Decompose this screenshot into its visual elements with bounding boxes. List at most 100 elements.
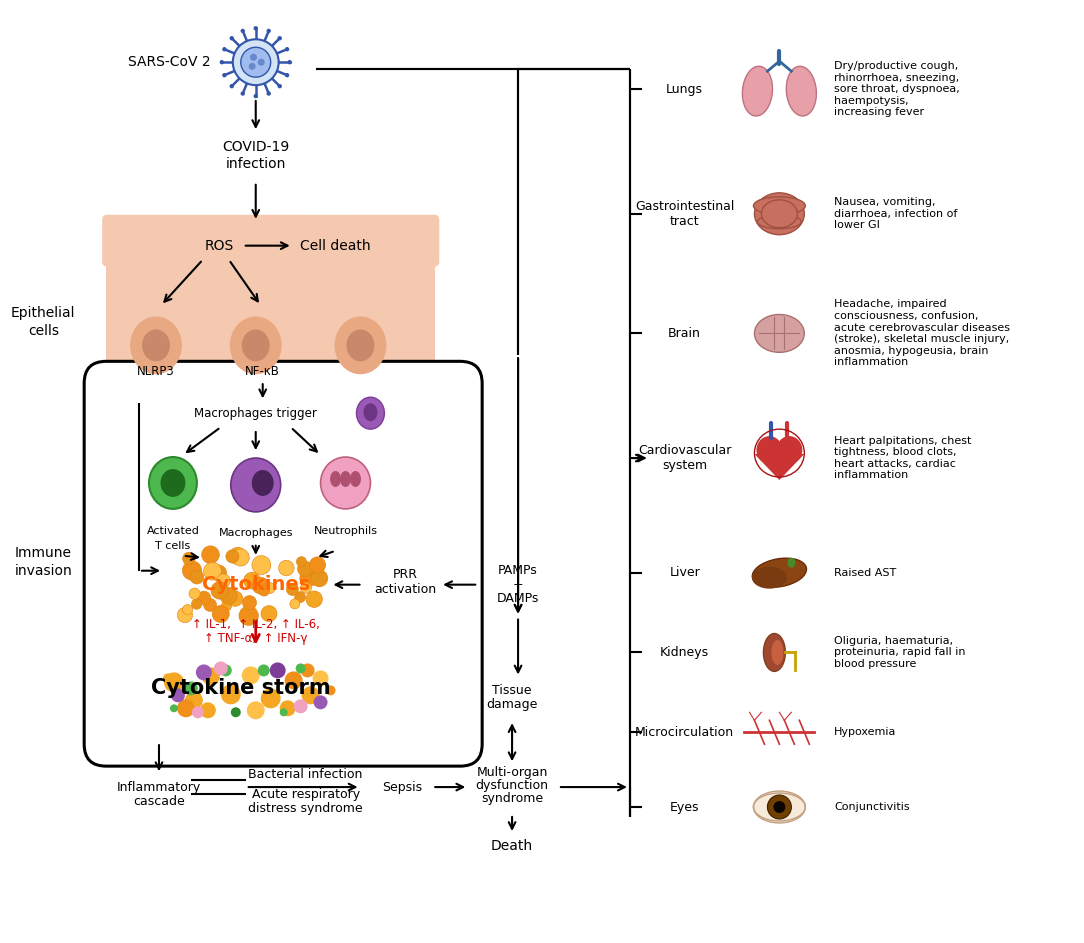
Circle shape xyxy=(196,665,211,681)
Circle shape xyxy=(189,588,201,599)
Circle shape xyxy=(221,685,241,704)
Ellipse shape xyxy=(761,200,798,227)
Text: Raised AST: Raised AST xyxy=(835,568,896,578)
Ellipse shape xyxy=(752,567,787,588)
Ellipse shape xyxy=(772,640,784,665)
Circle shape xyxy=(222,47,227,52)
Circle shape xyxy=(214,661,228,675)
Text: Gastrointestinal
tract: Gastrointestinal tract xyxy=(635,200,734,228)
Circle shape xyxy=(178,607,193,622)
Ellipse shape xyxy=(330,471,341,487)
Circle shape xyxy=(170,704,178,712)
Circle shape xyxy=(230,84,234,89)
Circle shape xyxy=(184,682,198,695)
Text: Bacterial infection: Bacterial infection xyxy=(248,768,363,781)
Ellipse shape xyxy=(754,192,804,235)
Text: syndrome: syndrome xyxy=(481,791,543,804)
Circle shape xyxy=(182,553,195,565)
Bar xyxy=(106,258,436,393)
Text: Activated: Activated xyxy=(146,526,199,536)
Circle shape xyxy=(300,570,317,587)
Circle shape xyxy=(238,606,258,625)
Text: COVID-19: COVID-19 xyxy=(222,140,289,154)
Circle shape xyxy=(220,60,224,64)
Ellipse shape xyxy=(160,469,185,497)
Circle shape xyxy=(182,604,193,615)
Text: activation: activation xyxy=(374,583,437,596)
Circle shape xyxy=(228,591,243,606)
Ellipse shape xyxy=(763,634,786,671)
Circle shape xyxy=(300,664,314,677)
Circle shape xyxy=(221,601,232,611)
FancyBboxPatch shape xyxy=(102,215,128,267)
FancyBboxPatch shape xyxy=(176,215,202,267)
Ellipse shape xyxy=(142,329,170,361)
Circle shape xyxy=(247,702,264,720)
Circle shape xyxy=(767,795,791,819)
Text: Liver: Liver xyxy=(669,566,700,579)
Circle shape xyxy=(301,687,320,704)
Circle shape xyxy=(259,586,270,596)
FancyBboxPatch shape xyxy=(395,215,421,267)
Text: NF-κB: NF-κB xyxy=(245,365,280,378)
Text: Tissue: Tissue xyxy=(492,684,532,697)
Circle shape xyxy=(225,550,238,563)
Text: ↑ TNF-α,  ↑ IFN-γ: ↑ TNF-α, ↑ IFN-γ xyxy=(204,632,308,645)
Circle shape xyxy=(250,54,257,60)
Circle shape xyxy=(254,26,258,30)
Circle shape xyxy=(253,577,269,594)
Ellipse shape xyxy=(340,471,351,487)
FancyBboxPatch shape xyxy=(413,215,439,267)
Text: Death: Death xyxy=(491,839,533,852)
Ellipse shape xyxy=(758,215,801,229)
Text: Heart palpitations, chest
tightness, blood clots,
heart attacks, cardiac
inflamm: Heart palpitations, chest tightness, blo… xyxy=(835,436,971,480)
FancyBboxPatch shape xyxy=(194,215,220,267)
Text: Immune: Immune xyxy=(15,546,72,560)
FancyBboxPatch shape xyxy=(248,215,274,267)
Ellipse shape xyxy=(776,436,802,464)
Text: ↑ IL-1,  ↑ IL-2, ↑ IL-6,: ↑ IL-1, ↑ IL-2, ↑ IL-6, xyxy=(192,618,320,631)
Circle shape xyxy=(325,686,336,695)
Circle shape xyxy=(297,561,313,576)
Circle shape xyxy=(773,801,786,813)
Circle shape xyxy=(267,28,271,33)
FancyBboxPatch shape xyxy=(230,215,257,267)
Text: Cardiovascular
system: Cardiovascular system xyxy=(638,444,732,472)
Polygon shape xyxy=(754,454,804,480)
Circle shape xyxy=(261,688,281,708)
Text: SARS-CoV 2: SARS-CoV 2 xyxy=(128,56,211,69)
Text: NLRP3: NLRP3 xyxy=(137,365,175,378)
Text: Macrophages trigger: Macrophages trigger xyxy=(194,406,318,420)
Circle shape xyxy=(313,695,327,709)
Circle shape xyxy=(258,665,270,676)
Text: +: + xyxy=(513,578,524,591)
Text: DAMPs: DAMPs xyxy=(496,592,539,605)
Circle shape xyxy=(287,60,292,64)
Text: Conjunctivitis: Conjunctivitis xyxy=(835,802,909,812)
Circle shape xyxy=(312,670,328,687)
FancyBboxPatch shape xyxy=(267,215,293,267)
Circle shape xyxy=(278,84,282,89)
Text: Dry/productive cough,
rhinorrhoea, sneezing,
sore throat, dyspnoea,
haempotysis,: Dry/productive cough, rhinorrhoea, sneez… xyxy=(835,61,960,117)
Text: Multi-organ: Multi-organ xyxy=(476,766,547,779)
Circle shape xyxy=(241,91,245,96)
Circle shape xyxy=(285,47,289,52)
Circle shape xyxy=(280,701,296,717)
Ellipse shape xyxy=(754,314,804,353)
Text: Headache, impaired
consciousness, confusion,
acute cerebrovascular diseases
(str: Headache, impaired consciousness, confus… xyxy=(835,300,1010,368)
Circle shape xyxy=(280,708,287,717)
Circle shape xyxy=(285,671,302,689)
Ellipse shape xyxy=(752,558,806,587)
Circle shape xyxy=(222,73,227,77)
Text: ROS: ROS xyxy=(204,239,233,253)
Ellipse shape xyxy=(350,471,361,487)
FancyBboxPatch shape xyxy=(85,361,482,766)
Circle shape xyxy=(199,703,216,719)
FancyBboxPatch shape xyxy=(304,215,330,267)
Ellipse shape xyxy=(787,557,796,568)
FancyBboxPatch shape xyxy=(358,215,385,267)
Ellipse shape xyxy=(786,66,816,116)
Circle shape xyxy=(270,662,286,678)
Text: T cells: T cells xyxy=(155,540,191,551)
Ellipse shape xyxy=(347,329,374,361)
